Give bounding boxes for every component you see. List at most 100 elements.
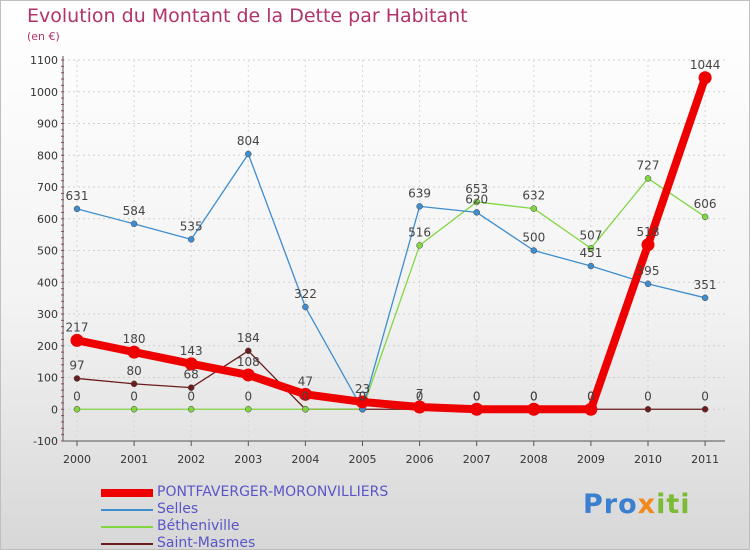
legend-swatch <box>101 488 153 497</box>
data-label: 180 <box>123 332 146 346</box>
y-tick-label: 800 <box>37 149 58 162</box>
data-point-betheniville <box>530 205 538 212</box>
x-tick-label: 2009 <box>577 453 605 466</box>
data-label: 7 <box>416 387 424 401</box>
data-label: 1044 <box>690 58 721 72</box>
data-label: 0 <box>130 389 138 403</box>
data-label: 0 <box>530 389 538 403</box>
data-point-betheniville <box>587 245 595 252</box>
data-point-saint-masmes <box>187 384 195 391</box>
data-point-betheniville <box>245 406 252 413</box>
data-point-pontfaverger-moronvilliers <box>298 387 312 401</box>
data-point-selles <box>587 262 595 270</box>
data-label: 0 <box>244 389 252 403</box>
data-point-pontfaverger-moronvilliers <box>413 400 427 414</box>
data-label: 395 <box>637 264 660 278</box>
data-point-selles <box>530 247 538 254</box>
data-label: 631 <box>66 189 89 203</box>
y-tick-label: 200 <box>37 340 58 353</box>
data-label: 620 <box>465 192 488 206</box>
data-label: 0 <box>701 389 709 403</box>
data-label: 143 <box>180 344 203 358</box>
data-label: 804 <box>237 134 260 148</box>
data-point-selles <box>644 280 652 288</box>
data-label: 0 <box>644 389 652 403</box>
data-point-saint-masmes <box>73 375 81 382</box>
data-label: 0 <box>473 389 481 403</box>
y-tick-label: 500 <box>37 245 58 258</box>
x-tick-label: 2005 <box>349 453 377 466</box>
data-label: 47 <box>298 374 313 388</box>
data-label: 653 <box>465 182 488 196</box>
x-tick-label: 2006 <box>406 453 434 466</box>
data-label: 0 <box>587 389 595 403</box>
data-label: 507 <box>579 228 602 242</box>
data-label: 451 <box>579 246 602 260</box>
data-label: 0 <box>359 389 367 403</box>
data-label: 535 <box>180 219 203 233</box>
legend-swatch <box>101 508 153 511</box>
data-point-selles <box>302 303 309 311</box>
legend-swatch <box>101 525 153 528</box>
data-point-betheniville <box>130 406 138 413</box>
legend-label: PONTFAVERGER-MORONVILLIERS <box>157 484 389 500</box>
data-label: 516 <box>408 225 431 239</box>
proxiti-logo: Proxiti <box>583 489 691 520</box>
x-tick-label: 2003 <box>234 453 262 466</box>
data-point-betheniville <box>473 198 480 206</box>
data-point-pontfaverger-moronvilliers <box>527 402 541 416</box>
y-tick-label: 0 <box>51 403 58 416</box>
data-label: 0 <box>359 389 367 403</box>
data-label: 108 <box>237 355 260 369</box>
x-tick-label: 2008 <box>520 453 548 466</box>
data-label: 217 <box>66 320 89 334</box>
data-point-selles <box>187 236 195 243</box>
x-tick-label: 2004 <box>291 453 319 466</box>
data-label: 0 <box>530 389 538 403</box>
data-label: 0 <box>359 389 367 403</box>
data-label: 322 <box>294 287 317 301</box>
series-line-pontfaverger-moronvilliers <box>73 73 710 414</box>
data-point-betheniville <box>701 213 709 221</box>
series-line-saint-masmes <box>76 350 706 410</box>
x-tick-label: 2001 <box>120 453 148 466</box>
logo-part-pro: Pro <box>583 489 638 520</box>
x-tick-label: 2011 <box>691 453 719 466</box>
legend-swatch <box>101 542 153 545</box>
x-tick-label: 2000 <box>63 453 91 466</box>
data-label: 0 <box>73 389 81 403</box>
data-point-saint-masmes <box>701 406 709 413</box>
data-point-pontfaverger-moronvilliers <box>470 402 484 416</box>
logo-part-x: x <box>637 489 657 520</box>
data-point-saint-masmes <box>644 406 652 413</box>
x-tick-label: 2007 <box>463 453 491 466</box>
data-point-pontfaverger-moronvilliers <box>127 345 141 359</box>
legend-label: Saint-Masmes <box>157 535 256 550</box>
y-tick-label: 400 <box>37 276 58 289</box>
data-label: 23 <box>355 382 370 396</box>
y-tick-label: 300 <box>37 308 58 321</box>
data-point-selles <box>73 205 81 213</box>
data-label: 0 <box>587 389 595 403</box>
data-point-betheniville <box>73 406 81 413</box>
data-point-betheniville <box>302 406 309 413</box>
data-label: 0 <box>302 389 310 403</box>
y-tick-label: 1100 <box>30 54 58 67</box>
data-point-pontfaverger-moronvilliers <box>584 402 598 416</box>
data-point-betheniville <box>187 406 195 413</box>
y-tick-label: 900 <box>37 118 58 131</box>
logo-part-iti: iti <box>656 489 691 520</box>
data-label: 632 <box>522 189 545 203</box>
data-label: 80 <box>126 364 141 378</box>
data-point-selles <box>416 203 423 210</box>
data-label: 518 <box>637 225 660 239</box>
x-tick-label: 2002 <box>177 453 205 466</box>
legend-label: Selles <box>157 501 199 517</box>
data-label: 639 <box>408 186 431 200</box>
data-point-selles <box>473 209 480 216</box>
data-point-selles <box>245 150 252 158</box>
y-tick-label: 1000 <box>30 86 58 99</box>
data-label: 184 <box>237 331 260 345</box>
data-point-saint-masmes <box>245 347 252 355</box>
